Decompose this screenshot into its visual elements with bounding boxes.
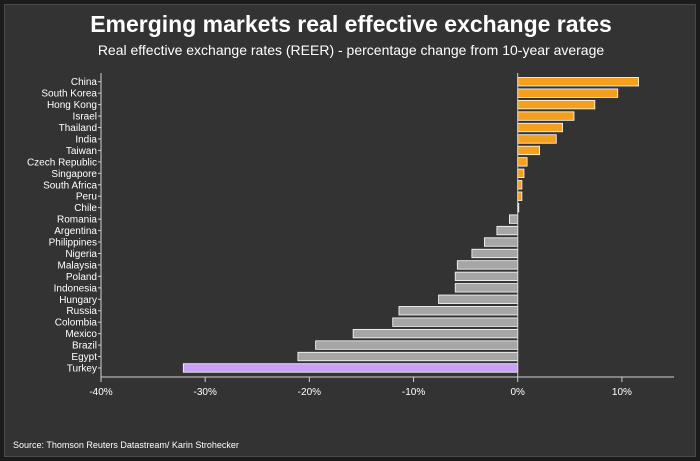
category-label-colombia: Colombia [55, 318, 98, 329]
bar-philippines [483, 237, 519, 247]
x-tick-label: -30% [194, 387, 217, 398]
bar-south-africa [517, 180, 523, 190]
bar-argentina [496, 225, 519, 236]
category-label-taiwan: Taiwan [66, 146, 97, 157]
bar-israel [517, 111, 575, 121]
chart-frame: Emerging markets real effective exchange… [4, 4, 696, 457]
category-label-israel: Israel [73, 112, 97, 123]
bar-malaysia [456, 260, 519, 270]
category-label-peru: Peru [76, 192, 97, 203]
category-label-russia: Russia [66, 306, 97, 317]
x-tick-label: 0% [511, 387, 526, 398]
category-label-brazil: Brazil [72, 341, 97, 352]
bars-group [182, 77, 639, 373]
category-label-thailand: Thailand [59, 123, 97, 134]
category-label-malaysia: Malaysia [58, 260, 98, 271]
bar-czech-republic [517, 157, 528, 167]
x-tick-label: -40% [89, 387, 112, 398]
bar-chart: Emerging markets real effective exchange… [13, 11, 674, 450]
chart-title: Emerging markets real effective exchange… [90, 11, 612, 37]
x-tick-label: -10% [402, 387, 425, 398]
source-note: Source: Thomson Reuters Datastream/ Kari… [13, 440, 239, 450]
bar-hungary [438, 294, 519, 304]
bar-thailand [517, 122, 563, 133]
category-label-hong-kong: Hong Kong [47, 100, 97, 111]
category-label-egypt: Egypt [71, 352, 97, 363]
bar-russia [398, 306, 519, 316]
category-label-singapore: Singapore [51, 169, 97, 180]
bar-brazil [315, 340, 519, 350]
category-label-czech-republic: Czech Republic [27, 157, 97, 168]
category-label-hungary: Hungary [59, 295, 97, 306]
category-label-romania: Romania [57, 215, 97, 226]
bar-hong-kong [517, 99, 596, 110]
bar-romania [508, 214, 519, 224]
x-tick-label: -20% [298, 387, 321, 398]
x-axis: -40% -30% -20% -10% 0% 10% [89, 73, 674, 398]
chart-subtitle: Real effective exchange rates (REER) - p… [98, 42, 605, 58]
bar-indonesia [454, 283, 519, 293]
category-label-mexico: Mexico [65, 329, 97, 340]
bar-india [517, 134, 557, 144]
category-label-philippines: Philippines [49, 238, 97, 249]
category-label-turkey: Turkey [67, 363, 97, 374]
bar-peru [517, 191, 523, 201]
category-label-argentina: Argentina [54, 226, 97, 237]
category-label-indonesia: Indonesia [54, 283, 98, 294]
category-label-india: India [75, 134, 97, 145]
bar-turkey [182, 363, 519, 373]
category-label-nigeria: Nigeria [65, 249, 97, 260]
bar-colombia [392, 317, 519, 327]
category-label-china: China [71, 77, 98, 88]
category-label-south-africa: South Africa [43, 180, 97, 191]
x-tick-label: 10% [612, 387, 632, 398]
category-label-south-korea: South Korea [41, 89, 97, 100]
bar-poland [454, 271, 519, 282]
category-label-chile: Chile [74, 203, 97, 214]
category-label-poland: Poland [66, 272, 97, 283]
bar-taiwan [517, 145, 541, 156]
bar-china [517, 77, 639, 87]
bar-south-korea [517, 88, 619, 98]
bar-egypt [297, 351, 519, 362]
bar-mexico [352, 328, 519, 339]
bar-nigeria [471, 248, 519, 259]
bar-singapore [517, 168, 525, 178]
